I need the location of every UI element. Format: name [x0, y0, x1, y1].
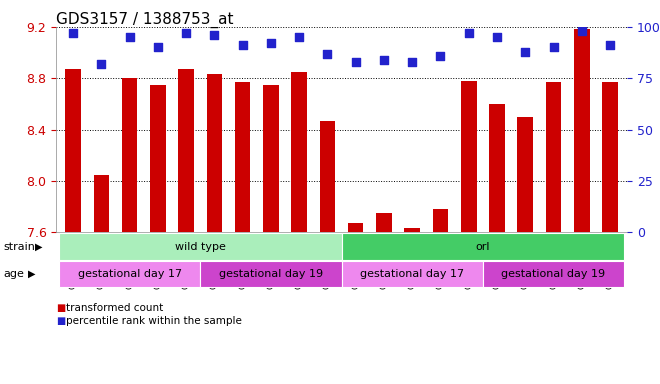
Point: [68, 30, 79, 36]
Bar: [263, 84, 279, 232]
Point: [463, 30, 474, 36]
Text: ■: ■: [56, 316, 65, 326]
Bar: [433, 209, 448, 232]
Point: [435, 53, 446, 59]
Point: [238, 42, 248, 48]
Bar: [235, 82, 250, 232]
Bar: [291, 72, 307, 232]
Text: gestational day 19: gestational day 19: [502, 269, 606, 279]
Point: [492, 34, 502, 40]
Point: [322, 51, 333, 57]
Point: [209, 32, 220, 38]
Point: [350, 59, 361, 65]
Bar: [461, 81, 477, 232]
Point: [576, 28, 587, 34]
Bar: [348, 223, 364, 232]
Point: [265, 40, 276, 46]
Bar: [603, 82, 618, 232]
Point: [605, 42, 615, 48]
Bar: [94, 175, 109, 232]
Point: [181, 30, 191, 36]
Text: wild type: wild type: [175, 242, 226, 252]
Text: ■: ■: [56, 303, 65, 313]
Point: [548, 44, 559, 50]
Point: [124, 34, 135, 40]
Bar: [65, 69, 81, 232]
Text: gestational day 17: gestational day 17: [360, 269, 464, 279]
Text: gestational day 17: gestational day 17: [77, 269, 182, 279]
Bar: [319, 121, 335, 232]
Point: [294, 34, 304, 40]
Bar: [546, 82, 561, 232]
Text: transformed count: transformed count: [66, 303, 163, 313]
Text: age: age: [3, 269, 24, 279]
Point: [407, 59, 418, 65]
Text: percentile rank within the sample: percentile rank within the sample: [66, 316, 242, 326]
Text: ▶: ▶: [28, 269, 35, 279]
Bar: [150, 84, 166, 232]
Bar: [517, 117, 533, 232]
Bar: [122, 78, 137, 232]
Point: [152, 44, 163, 50]
Bar: [178, 69, 194, 232]
Bar: [574, 30, 589, 232]
Text: strain: strain: [3, 242, 35, 252]
Text: gestational day 19: gestational day 19: [219, 269, 323, 279]
Bar: [207, 74, 222, 232]
Point: [379, 57, 389, 63]
Bar: [376, 213, 392, 232]
Text: orl: orl: [476, 242, 490, 252]
Bar: [405, 228, 420, 232]
Point: [520, 48, 531, 55]
Text: ▶: ▶: [35, 242, 42, 252]
Text: GDS3157 / 1388753_at: GDS3157 / 1388753_at: [56, 12, 234, 28]
Bar: [489, 104, 505, 232]
Point: [96, 61, 107, 67]
